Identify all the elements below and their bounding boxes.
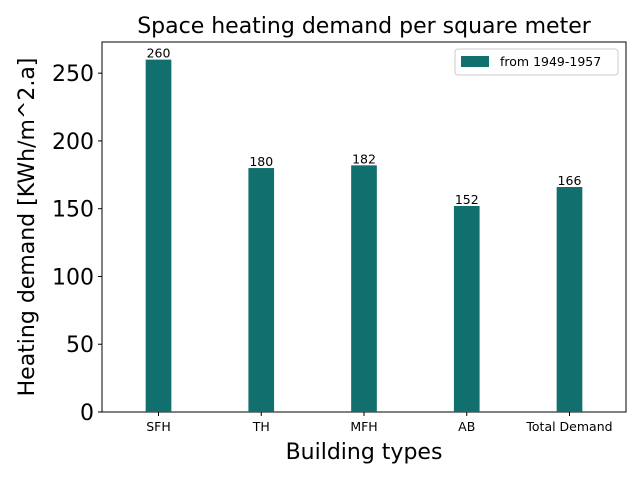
- data-label: 180: [249, 154, 273, 169]
- x-tick-label: SFH: [146, 419, 171, 434]
- y-tick-label: 200: [52, 130, 94, 155]
- chart-title: Space heating demand per square meter: [137, 14, 592, 39]
- x-tick-label: TH: [252, 419, 270, 434]
- data-label: 152: [455, 192, 479, 207]
- y-tick-label: 0: [80, 401, 94, 426]
- plot-area: 260 180 182 152 166 SFH TH MFH AB Total Demand 0…: [52, 41, 627, 434]
- data-labels-group: 260 180 182 152 166: [147, 46, 582, 207]
- data-label: 260: [147, 46, 171, 61]
- bar-ab: [453, 205, 480, 412]
- x-axis-label: Building types: [286, 440, 443, 465]
- legend: from 1949-1957: [454, 48, 619, 76]
- bar-th: [248, 168, 275, 412]
- x-tick-label: AB: [458, 419, 475, 434]
- x-tick-label: Total Demand: [525, 419, 612, 434]
- legend-label: from 1949-1957: [500, 54, 601, 69]
- x-ticks-group: SFH TH MFH AB Total Demand: [146, 412, 613, 434]
- data-label: 182: [352, 151, 376, 166]
- y-tick-label: 100: [52, 265, 94, 290]
- y-tick-label: 150: [52, 198, 94, 223]
- y-ticks-group: 0 50 100 150 200 250: [52, 62, 102, 426]
- bar-sfh: [145, 59, 172, 412]
- bar-mfh: [351, 165, 377, 412]
- y-axis-label: Heating demand [KWh/m^2.a]: [15, 58, 40, 397]
- y-tick-label: 50: [66, 333, 94, 358]
- bars-group: [145, 59, 583, 412]
- y-tick-label: 250: [52, 62, 94, 87]
- legend-swatch: [461, 56, 489, 67]
- bar-total-demand: [556, 187, 583, 412]
- x-tick-label: MFH: [350, 419, 377, 434]
- data-label: 166: [558, 173, 582, 188]
- legend-frame: [454, 48, 619, 76]
